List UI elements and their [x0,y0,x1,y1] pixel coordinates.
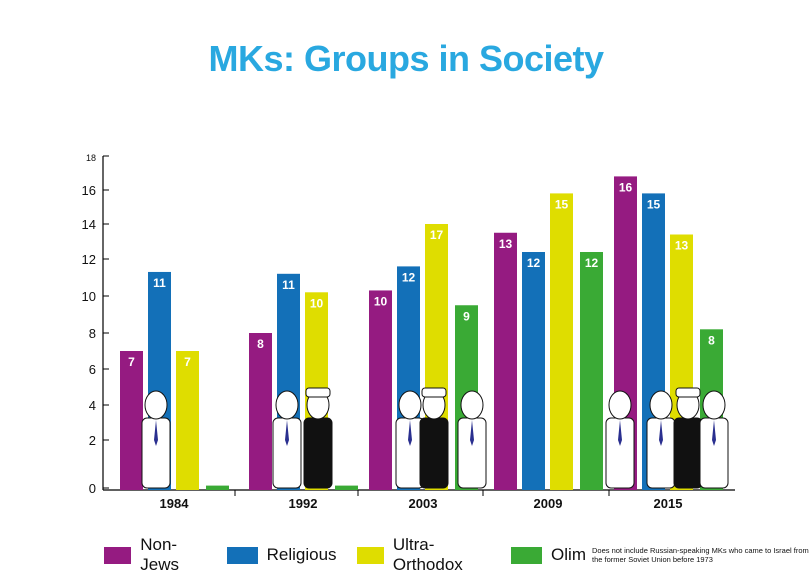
legend: Non-Jews Religious Ultra-Orthodox Olim D… [104,535,812,574]
data-label: 12 [585,256,599,270]
figure-head-icon [702,390,726,420]
x-tick-label: 2009 [534,496,563,511]
legend-item-olim: Olim Does not include Russian-speaking M… [511,545,812,565]
y-tick-label: 10 [82,289,96,304]
data-label: 11 [153,276,166,290]
x-tick-label: 2003 [409,496,438,511]
y-tick-label: 0 [89,481,96,496]
figure-head-icon [398,390,422,420]
tie-icon [154,420,158,446]
data-label: 8 [708,333,715,347]
data-label: 11 [282,278,295,292]
legend-swatch [356,546,384,564]
data-label: 13 [675,239,689,253]
bar-ultra-orthodox-1984 [176,351,199,490]
y-tick-label: 2 [89,433,96,448]
tie-icon [470,420,474,446]
y-tick-label: 6 [89,362,96,377]
y-tick-label: 14 [82,217,96,232]
bar-non-jews-2003 [369,290,392,490]
data-label: 7 [184,355,191,369]
legend-label: Non-Jews [140,535,179,574]
data-label: 8 [257,337,264,351]
legend-item-non-jews: Non-Jews [104,535,207,574]
data-label: 15 [555,197,569,211]
bar-ultra-orthodox-2009 [550,193,573,490]
figure-head-icon [649,390,673,420]
legend-swatch [226,546,258,564]
data-label: 9 [463,309,470,323]
rabbi-figure-icon [419,417,449,489]
x-tick-label: 1984 [160,496,190,511]
tie-icon [712,420,716,446]
y-tick-label: 4 [89,398,96,413]
legend-swatch [511,546,543,564]
y-tick-label: 12 [82,252,96,267]
data-label: 12 [402,270,416,284]
rabbi-figure-icon [673,417,703,489]
y-tick-label: 16 [82,183,96,198]
footnote: Does not include Russian-speaking MKs wh… [592,546,809,564]
data-label: 10 [310,296,324,310]
hat-icon [675,387,701,398]
legend-label: Ultra-Orthodox [392,535,463,574]
legend-label: Religious [266,545,337,564]
data-label: 16 [619,180,633,194]
tie-icon [408,420,412,446]
data-label: 15 [647,197,661,211]
tie-icon [659,420,663,446]
legend-label: Olim [551,545,586,564]
figure-head-icon [144,390,168,420]
legend-item-religious: Religious [226,545,337,565]
x-tick-label: 1992 [289,496,318,511]
bar-religious-2009 [522,252,545,490]
bar-olim-2009 [580,252,603,490]
legend-swatch [104,546,132,564]
data-label: 10 [374,294,388,308]
legend-item-ultra-orthodox: Ultra-Orthodox [356,535,491,574]
data-label: 17 [430,228,444,242]
bar-non-jews-1992 [249,333,272,490]
figure-head-icon [275,390,299,420]
y-tick-label: 8 [89,326,96,341]
hat-icon [305,387,331,398]
data-label: 7 [128,355,135,369]
tie-icon [618,420,622,446]
figure-head-icon [460,390,484,420]
x-tick-label: 2015 [654,496,683,511]
rabbi-figure-icon [303,417,333,489]
y-tick-label: 18 [86,153,96,163]
tie-icon [285,420,289,446]
data-label: 12 [527,256,541,270]
bar-non-jews-1984 [120,351,143,490]
chart-title: MKs: Groups in Society [208,38,604,79]
hat-icon [421,387,447,398]
bar-olim-1992 [335,485,358,490]
figure-head-icon [608,390,632,420]
bar-non-jews-2009 [494,232,517,490]
bar-olim-1984 [206,485,229,490]
data-label: 13 [499,237,513,251]
